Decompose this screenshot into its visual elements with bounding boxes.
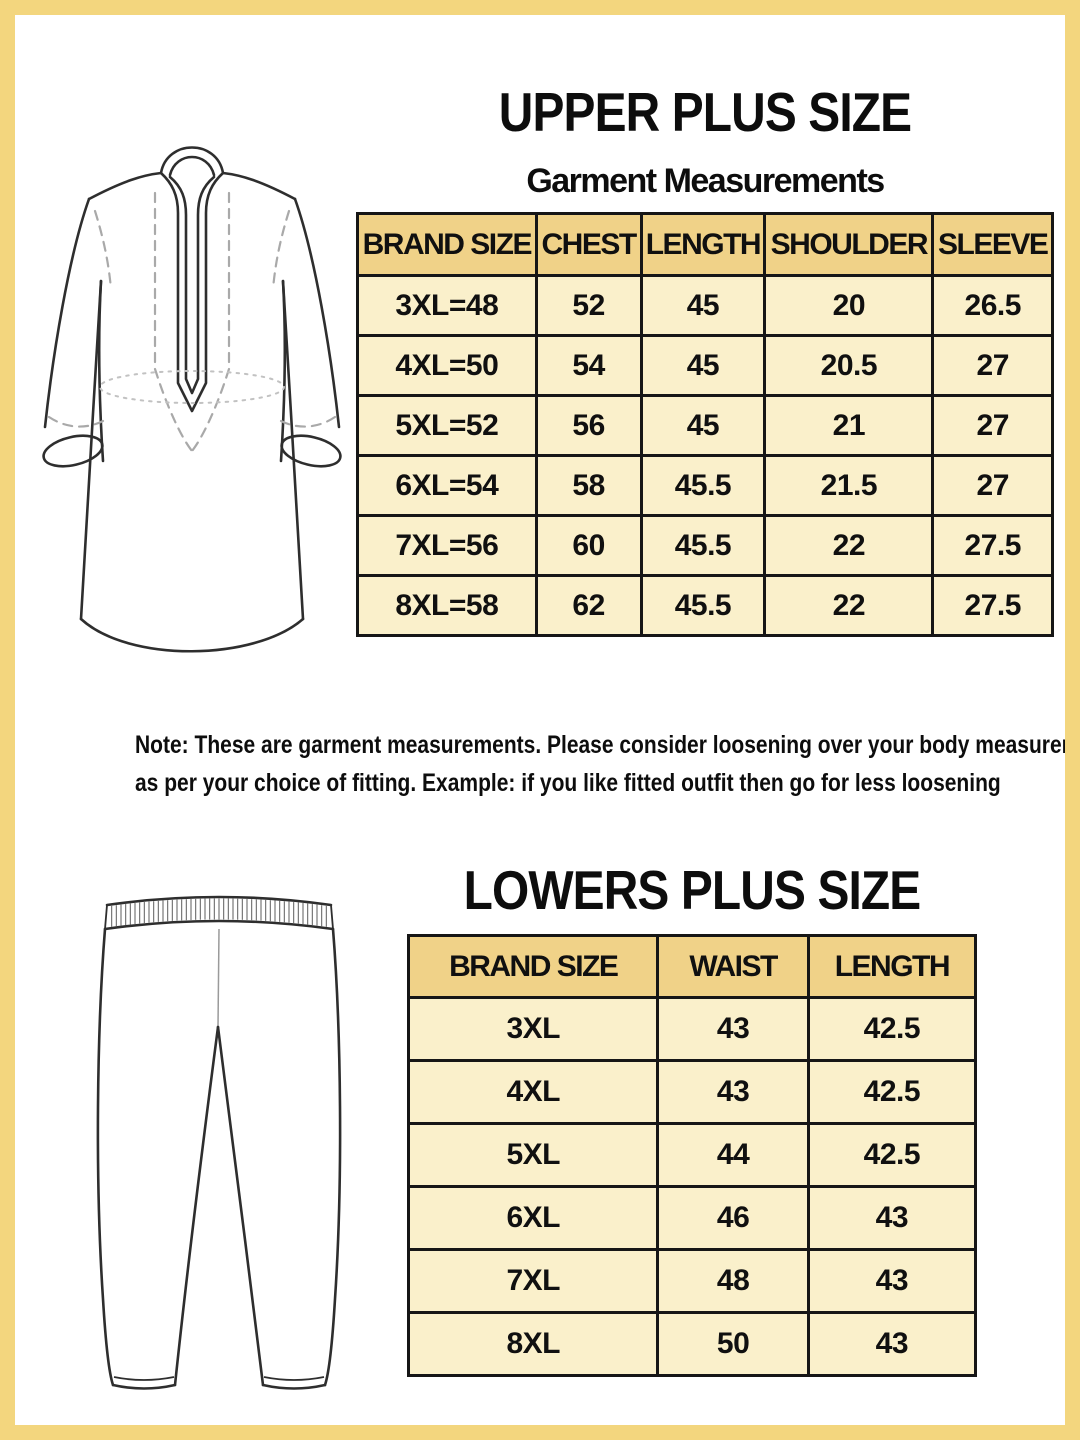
table-row: 3XL 43 42.5: [406, 996, 978, 1062]
size-cell: 27.5: [931, 574, 1054, 637]
size-cell: 58: [534, 454, 643, 517]
size-cell: 7XL=56: [356, 514, 538, 577]
size-cell: 20.5: [763, 334, 935, 397]
size-cell: 3XL: [406, 996, 660, 1062]
table-row: 5XL=52 56 45 21 27: [356, 394, 1054, 457]
size-cell: 5XL: [406, 1122, 660, 1188]
size-cell: 7XL: [406, 1248, 660, 1314]
size-cell: 50: [656, 1311, 810, 1377]
size-cell: 27.5: [931, 514, 1054, 577]
lower-content-column: LOWERS PLUS SIZE BRAND SIZE WAIST LENGTH…: [406, 859, 978, 1377]
size-cell: 45: [639, 274, 767, 337]
upper-title: UPPER PLUS SIZE: [498, 81, 912, 143]
kurta-placket: [159, 171, 225, 413]
lower-size-table: BRAND SIZE WAIST LENGTH 3XL 43 42.5 4XL …: [406, 934, 978, 1377]
lower-header-row: BRAND SIZE WAIST LENGTH: [406, 934, 978, 999]
size-cell: 21.5: [763, 454, 935, 517]
size-cell: 4XL: [406, 1059, 660, 1125]
upper-subtitle: Garment Measurements: [526, 162, 885, 200]
size-cell: 4XL=50: [356, 334, 538, 397]
size-cell: 42.5: [806, 1122, 978, 1188]
table-row: 3XL=48 52 45 20 26.5: [356, 274, 1054, 337]
column-header: SLEEVE: [931, 212, 1054, 277]
pants-waistband: [103, 895, 335, 931]
size-cell: 27: [931, 394, 1054, 457]
size-cell: 3XL=48: [356, 274, 538, 337]
column-header: CHEST: [534, 212, 643, 277]
note-line-1: Note: These are garment measurements. Pl…: [135, 731, 1080, 759]
size-cell: 6XL: [406, 1185, 660, 1251]
table-row: 8XL 50 43: [406, 1311, 978, 1377]
size-cell: 43: [806, 1185, 978, 1251]
column-header: BRAND SIZE: [356, 212, 538, 277]
size-cell: 5XL=52: [356, 394, 538, 457]
size-cell: 52: [534, 274, 643, 337]
upper-header-row: BRAND SIZE CHEST LENGTH SHOULDER SLEEVE: [356, 212, 1054, 277]
table-row: 4XL 43 42.5: [406, 1059, 978, 1125]
pants-hems: [111, 1376, 327, 1390]
size-cell: 6XL=54: [356, 454, 538, 517]
column-header: BRAND SIZE: [406, 934, 660, 999]
size-cell: 62: [534, 574, 643, 637]
column-header: WAIST: [656, 934, 810, 999]
waistband-ribs: [111, 898, 327, 927]
size-cell: 45.5: [639, 454, 767, 517]
upper-content-column: UPPER PLUS SIZE Garment Measurements BRA…: [356, 85, 1054, 637]
size-cell: 46: [656, 1185, 810, 1251]
lower-title: LOWERS PLUS SIZE: [463, 859, 922, 921]
pants-legs: [96, 927, 342, 1387]
note-text: Note: These are garment measurements. Pl…: [135, 727, 1080, 802]
size-cell: 27: [931, 334, 1054, 397]
size-cell: 45.5: [639, 514, 767, 577]
size-cell: 8XL: [406, 1311, 660, 1377]
size-cell: 43: [806, 1311, 978, 1377]
size-cell: 26.5: [931, 274, 1054, 337]
size-cell: 21: [763, 394, 935, 457]
size-cell: 42.5: [806, 996, 978, 1062]
size-cell: 8XL=58: [356, 574, 538, 637]
table-row: 8XL=58 62 45.5 22 27.5: [356, 574, 1054, 637]
size-cell: 20: [763, 274, 935, 337]
pants-center-seam: [217, 928, 220, 1028]
kurta-body: [79, 279, 305, 653]
size-cell: 43: [806, 1248, 978, 1314]
table-row: 6XL 46 43: [406, 1185, 978, 1251]
note-line-2: as per your choice of fitting. Example: …: [135, 768, 1001, 797]
kurta-sleeves: [42, 197, 342, 468]
table-row: 5XL 44 42.5: [406, 1122, 978, 1188]
size-cell: 27: [931, 454, 1054, 517]
kurta-yoke-stitches: [93, 191, 291, 453]
column-header: LENGTH: [639, 212, 767, 277]
size-cell: 45: [639, 394, 767, 457]
size-cell: 56: [534, 394, 643, 457]
upper-size-table: BRAND SIZE CHEST LENGTH SHOULDER SLEEVE …: [356, 212, 1054, 637]
size-cell: 43: [656, 1059, 810, 1125]
kurta-shoulders: [87, 171, 297, 201]
column-header: LENGTH: [806, 934, 978, 999]
size-cell: 22: [763, 574, 935, 637]
kurta-illustration-icon: [42, 146, 342, 653]
size-cell: 45.5: [639, 574, 767, 637]
table-row: 6XL=54 58 45.5 21.5 27: [356, 454, 1054, 517]
table-row: 7XL 48 43: [406, 1248, 978, 1314]
size-cell: 48: [656, 1248, 810, 1314]
column-header: SHOULDER: [763, 212, 935, 277]
size-cell: 43: [656, 996, 810, 1062]
size-cell: 42.5: [806, 1059, 978, 1125]
size-cell: 45: [639, 334, 767, 397]
table-row: 4XL=50 54 45 20.5 27: [356, 334, 1054, 397]
pants-illustration-icon: [96, 895, 342, 1390]
kurta-collar: [159, 146, 225, 177]
size-cell: 22: [763, 514, 935, 577]
size-cell: 44: [656, 1122, 810, 1188]
size-cell: 54: [534, 334, 643, 397]
table-row: 7XL=56 60 45.5 22 27.5: [356, 514, 1054, 577]
size-cell: 60: [534, 514, 643, 577]
